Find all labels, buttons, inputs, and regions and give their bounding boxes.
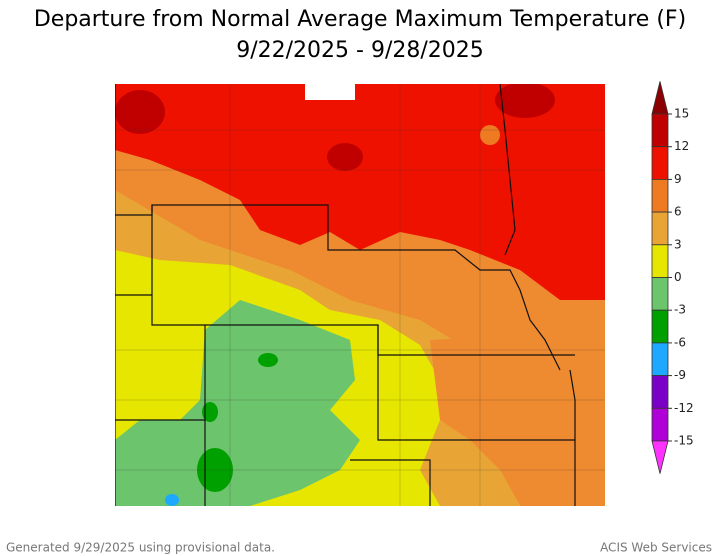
colorbar-tick-label: 15 — [674, 107, 689, 121]
colorbar-tick-label: -15 — [674, 434, 694, 448]
colorbar-tick-label: 9 — [674, 172, 682, 186]
colorbar-bin — [651, 277, 669, 311]
colorbar-bin — [651, 375, 669, 409]
colorbar-bin — [651, 211, 669, 246]
colorbar-bin — [651, 244, 669, 278]
map — [115, 84, 605, 506]
colorbar-bin — [651, 309, 669, 344]
colorbar-bin — [651, 407, 669, 442]
colorbar: 15 12 9 6 3 0 -3 -6 -9 -12 -15 — [651, 81, 694, 474]
colorbar-tick-label: -3 — [674, 303, 686, 317]
colorbar-bin — [651, 113, 669, 148]
colorbar-tick-label: 3 — [674, 237, 682, 251]
colorbar-tick-label: 6 — [674, 205, 682, 219]
colorbar-tick-label: 12 — [674, 139, 689, 153]
colorbar-tick-label: -12 — [674, 401, 694, 415]
colorbar-tick-label: -9 — [674, 368, 686, 382]
colorbar-tick-label: 0 — [674, 270, 682, 284]
colorbar-bin — [651, 342, 669, 376]
colorbar-bin — [651, 146, 669, 180]
colorbar-arrow — [651, 440, 669, 474]
credit: ACIS Web Services — [600, 541, 712, 555]
colorbar-tick-label: -6 — [674, 335, 686, 349]
generated-note: Generated 9/29/2025 using provisional da… — [6, 541, 275, 555]
colorbar-arrow — [651, 81, 669, 115]
subtitle: 9/22/2025 - 9/28/2025 — [236, 38, 484, 63]
title: Departure from Normal Average Maximum Te… — [34, 7, 686, 32]
colorbar-bin — [651, 178, 669, 213]
